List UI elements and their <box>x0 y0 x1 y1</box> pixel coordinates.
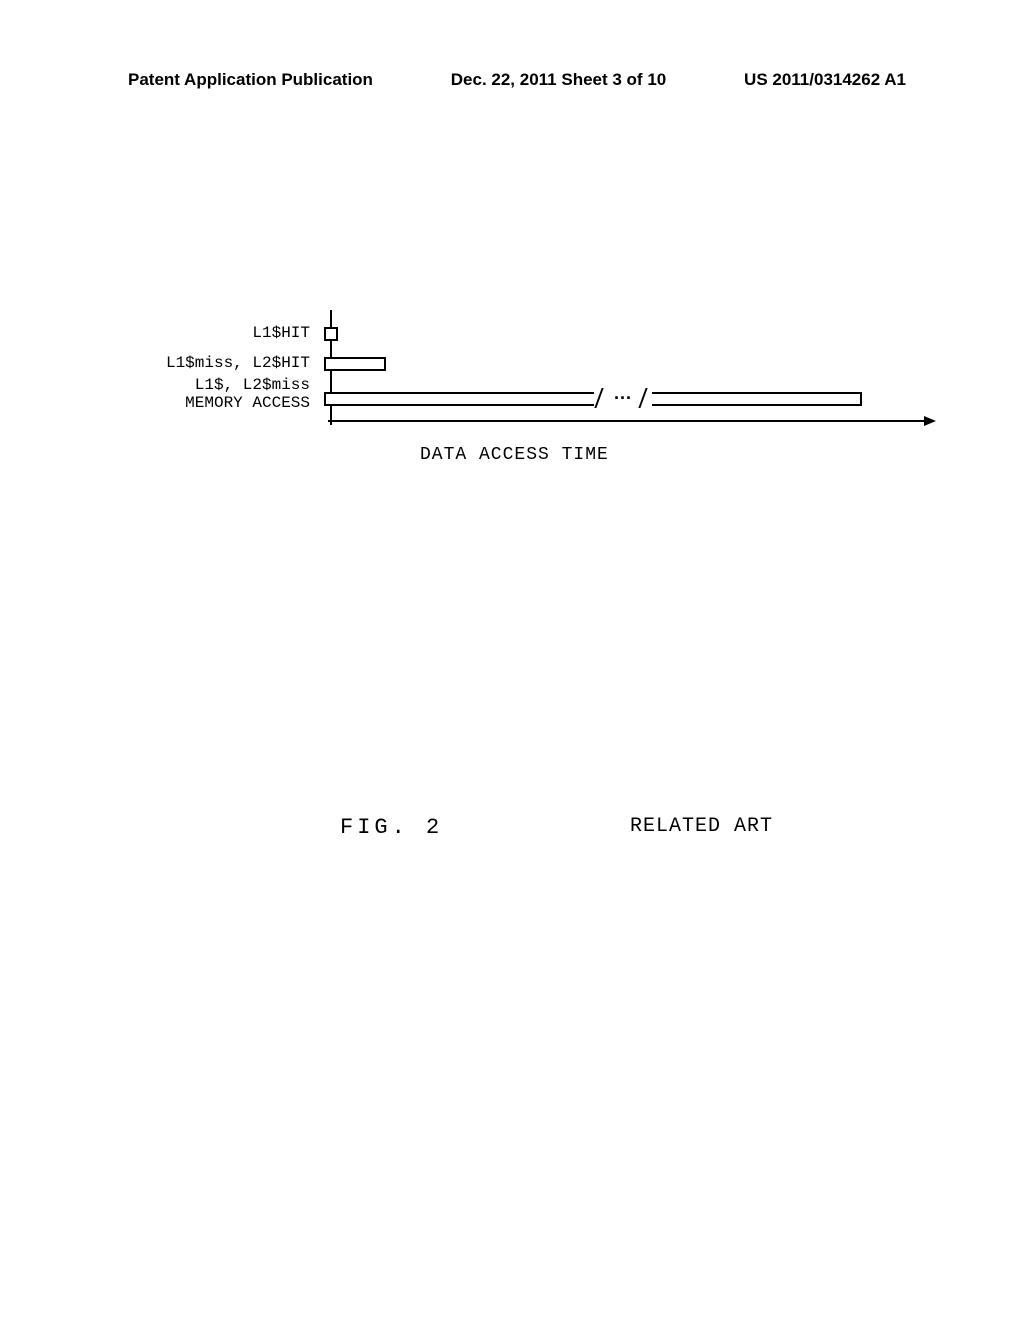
bar-l1-hit <box>324 327 338 341</box>
row-label-line2: MEMORY ACCESS <box>140 395 310 413</box>
page-header: Patent Application Publication Dec. 22, … <box>0 70 1024 90</box>
row-label: L1$, L2$miss MEMORY ACCESS <box>140 377 320 412</box>
bar-segment-1 <box>324 392 594 406</box>
chart-row-l2-hit: L1$miss, L2$HIT <box>140 355 940 373</box>
header-center: Dec. 22, 2011 Sheet 3 of 10 <box>451 70 666 90</box>
x-axis <box>328 420 928 422</box>
break-mark-icon <box>596 390 606 408</box>
header-left: Patent Application Publication <box>128 70 373 90</box>
arrow-head-icon <box>924 416 936 426</box>
bar-segment-2 <box>652 392 862 406</box>
related-art-label: RELATED ART <box>630 815 773 838</box>
bar-memory-access: ··· <box>324 388 862 409</box>
bar-l2-hit <box>324 357 386 371</box>
header-right: US 2011/0314262 A1 <box>744 70 906 90</box>
chart-row-memory-access: L1$, L2$miss MEMORY ACCESS ··· <box>140 385 940 412</box>
row-label: L1$miss, L2$HIT <box>140 355 320 373</box>
figure-label: FIG. 2 <box>340 815 443 840</box>
timing-chart: L1$HIT L1$miss, L2$HIT L1$, L2$miss MEMO… <box>140 325 940 475</box>
chart-row-l1-hit: L1$HIT <box>140 325 940 343</box>
x-axis-label: DATA ACCESS TIME <box>420 445 609 465</box>
row-label: L1$HIT <box>140 325 320 343</box>
ellipsis-icon: ··· <box>614 388 632 409</box>
row-label-line1: L1$, L2$miss <box>140 377 310 395</box>
break-mark-icon <box>640 390 650 408</box>
